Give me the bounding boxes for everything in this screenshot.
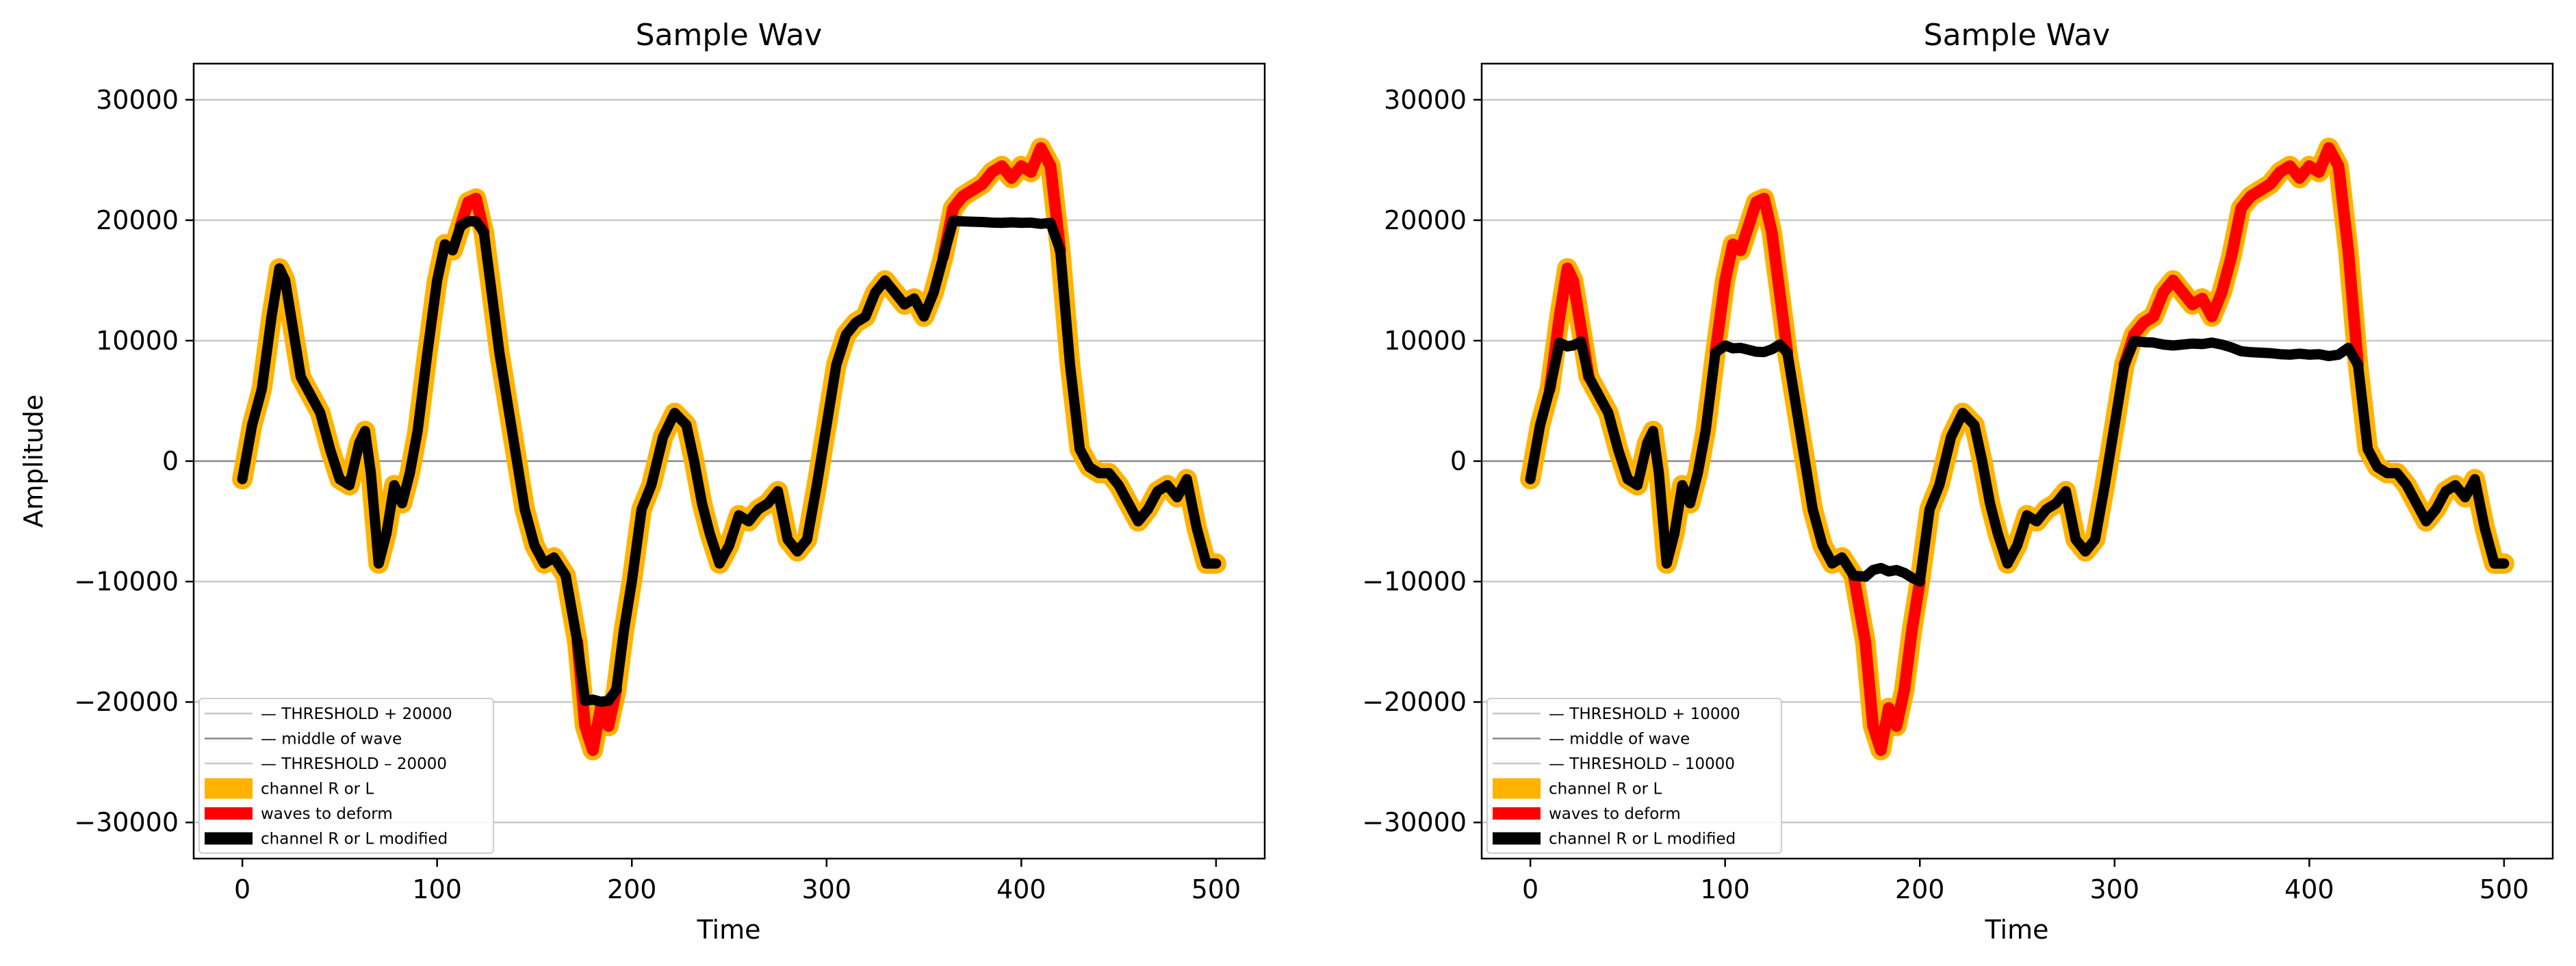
x-tick-label: 200 [607, 874, 657, 904]
y-tick-label: 10000 [1384, 326, 1467, 356]
y-axis-ticks: −30000 −20000 −10000 0 10000 20000 30000 [74, 85, 194, 837]
legend-label: channel R or L modified [1549, 831, 1736, 848]
x-tick-label: 400 [2284, 874, 2334, 904]
y-tick-label: 30000 [1384, 85, 1467, 115]
legend-box [1486, 698, 1782, 854]
x-tick-label: 200 [1895, 874, 1945, 904]
legend: — THRESHOLD + 10000 — middle of wave — THR… [1486, 698, 1782, 854]
y-tick-label: 0 [1450, 446, 1467, 476]
subplot-right: 0 100 200 300 400 500 −30000 −20000 −10000 0 1000… [1362, 18, 2554, 945]
x-tick-label: 300 [2090, 874, 2140, 904]
y-tick-label: 20000 [1384, 205, 1467, 235]
y-tick-label: −20000 [1362, 687, 1467, 717]
legend-label: channel R or L [261, 781, 374, 798]
series-line-channel-modified [1525, 336, 2510, 587]
y-tick-label: −20000 [74, 687, 179, 717]
x-tick-label: 500 [2480, 874, 2529, 904]
y-tick-label: −30000 [1362, 807, 1467, 837]
legend-label: — middle of wave [261, 731, 402, 748]
y-axis-label: Amplitude [18, 395, 49, 528]
legend-label: waves to deform [261, 805, 393, 823]
chart-title: Sample Wav [1924, 18, 2111, 53]
x-tick-label: 400 [996, 874, 1046, 904]
x-axis-ticks: 0 100 200 300 400 500 [1522, 859, 2529, 904]
series-line-waves-to-deform [454, 142, 1066, 756]
series-group [232, 138, 1226, 761]
x-tick-label: 100 [1700, 874, 1750, 904]
y-tick-label: 10000 [96, 326, 179, 356]
legend-box [198, 698, 494, 854]
series-group [1520, 138, 2514, 761]
legend-label: — middle of wave [1549, 731, 1690, 748]
legend-label: — THRESHOLD – 20000 [261, 755, 447, 773]
legend-label: channel R or L modified [261, 831, 448, 848]
y-tick-label: 30000 [96, 85, 179, 115]
subplot-left: 0 100 200 300 400 500 −30000 −20000 −10000 0 1000… [18, 18, 1266, 945]
x-axis-label: Time [1985, 915, 2049, 945]
x-tick-label: 500 [1192, 874, 1241, 904]
series-line-waves-to-deform [1544, 142, 2364, 756]
legend-label: — THRESHOLD + 10000 [1549, 705, 1740, 723]
y-tick-label: −10000 [1362, 566, 1467, 597]
x-tick-label: 100 [412, 874, 462, 904]
x-axis-label: Time [697, 915, 761, 945]
y-axis-ticks: −30000 −20000 −10000 0 10000 20000 30000 [1362, 85, 1482, 837]
x-tick-label: 0 [234, 874, 250, 904]
y-tick-label: 20000 [96, 205, 179, 235]
legend-label: channel R or L [1549, 781, 1662, 798]
legend-label: — THRESHOLD – 10000 [1549, 755, 1735, 773]
legend-label: waves to deform [1549, 805, 1681, 823]
series-line-channel-modified [237, 216, 1222, 707]
y-tick-label: −30000 [74, 807, 179, 837]
legend-label: — THRESHOLD + 20000 [261, 705, 452, 723]
y-tick-label: 0 [162, 446, 179, 476]
x-tick-label: 0 [1522, 874, 1538, 904]
y-tick-label: −10000 [74, 566, 179, 597]
x-axis-ticks: 0 100 200 300 400 500 [234, 859, 1241, 904]
legend: — THRESHOLD + 20000 — middle of wave — THR… [198, 698, 494, 854]
chart-title: Sample Wav [636, 18, 823, 53]
x-tick-label: 300 [802, 874, 852, 904]
